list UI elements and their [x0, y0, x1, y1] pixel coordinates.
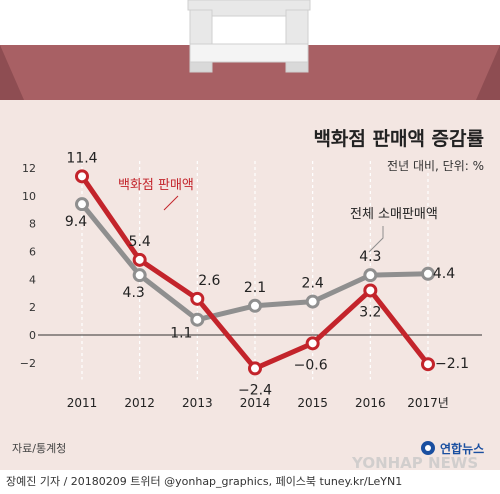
data-point: [421, 357, 435, 372]
y-tick-label: 12: [22, 162, 36, 175]
data-point: [305, 336, 320, 351]
data-point: [305, 294, 320, 309]
data-point: [248, 361, 262, 376]
data-label: 2.1: [244, 280, 266, 296]
data-label: 4.3: [123, 285, 145, 301]
y-tick-label: 8: [29, 218, 36, 231]
logo-text: 연합뉴스: [440, 441, 484, 456]
data-point: [421, 266, 435, 281]
x-tick-label: 2015: [297, 396, 328, 410]
x-tick-label: 2016: [355, 396, 386, 410]
data-label: 5.4: [129, 234, 151, 250]
y-tick-label: 4: [29, 273, 36, 286]
y-tick-label: −2: [20, 357, 36, 370]
y-tick-label: 2: [29, 301, 36, 314]
bag-handle: [187, 0, 311, 73]
data-point: [363, 283, 378, 298]
axes: 12 10 8 6 4 2 0 −2 2011 2012 2013 2014 2015 2016 2017년: [20, 162, 482, 410]
bag-left-fold: [0, 45, 24, 100]
y-tick-label: 10: [22, 190, 36, 203]
yonhap-logo: 연합뉴스: [421, 441, 484, 456]
bag-body: [0, 100, 500, 470]
x-tick-label: 2014: [240, 396, 271, 410]
legend-retail: 전체 소매판매액: [350, 207, 438, 253]
footer-credit: 장예진 기자 / 20180209 트위터 @yonhap_graphics, …: [0, 470, 500, 494]
data-label: 9.4: [65, 214, 87, 230]
data-label: −2.4: [238, 382, 272, 398]
data-label: 11.4: [66, 150, 97, 166]
x-tick-label: 2013: [182, 396, 213, 410]
data-point: [132, 252, 147, 267]
legend-dept-store-label: 백화점 판매액: [118, 178, 194, 193]
chart-title: 백화점 판매액 증감률: [313, 128, 484, 150]
data-label: 2.6: [198, 273, 220, 289]
data-label: 3.2: [359, 304, 381, 320]
y-tick-label: 0: [29, 329, 36, 342]
data-point: [190, 312, 205, 327]
x-tick-label: 2012: [124, 396, 155, 410]
data-label: −0.6: [294, 357, 328, 373]
series-lines: [75, 169, 435, 376]
source-note: 자료/통계청: [12, 442, 66, 455]
x-tick-label: 2017년: [407, 396, 449, 410]
data-point: [363, 268, 378, 283]
data-label: 2.4: [302, 276, 324, 292]
data-label: 1.1: [170, 326, 192, 342]
y-tick-label: 6: [29, 246, 36, 259]
line-chart: 백화점 판매액 증감률 전년 대비, 단위: % 12 10 8 6 4 2 0 −2 2011…: [0, 0, 500, 470]
legend-retail-label: 전체 소매판매액: [350, 207, 438, 222]
legend-dept-store: 백화점 판매액: [118, 178, 194, 211]
x-tick-label: 2011: [67, 396, 98, 410]
data-point: [75, 169, 89, 184]
data-labels: 11.4 5.4 2.6 −2.4 −0.6 3.2 −2.1 9.4 4.3 1.1 2.1 2.4…: [65, 150, 469, 398]
data-point: [132, 268, 147, 283]
data-label: 4.4: [433, 266, 455, 282]
chart-unit: 전년 대비, 단위: %: [387, 159, 484, 173]
data-label: 4.3: [359, 249, 381, 265]
data-point: [248, 298, 262, 313]
bag-right-fold: [476, 45, 500, 100]
watermark: YONHAP NEWS: [351, 454, 478, 470]
data-label: −2.1: [435, 356, 469, 372]
data-point: [190, 291, 205, 306]
data-point: [75, 197, 89, 212]
